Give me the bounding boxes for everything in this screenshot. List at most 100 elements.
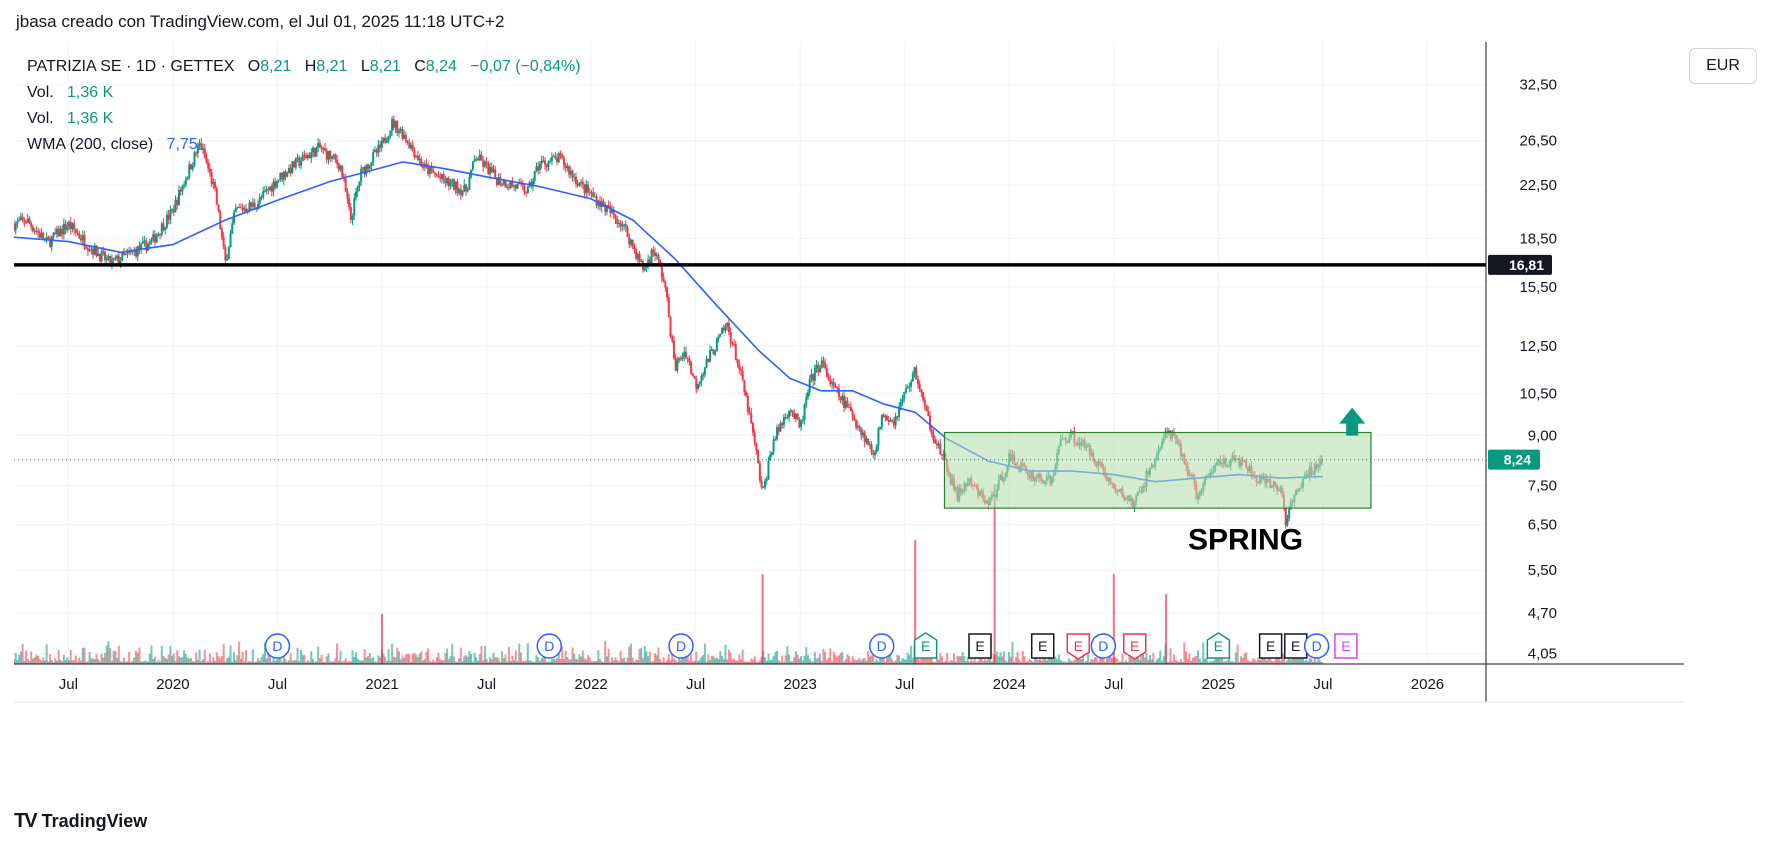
volume-bar [1093, 657, 1096, 664]
time-tick-label: 2024 [993, 676, 1026, 693]
volume-bar [562, 658, 565, 664]
candle-body [220, 229, 223, 238]
tradingview-logo[interactable]: TV TradingView [14, 810, 147, 833]
volume-bar [851, 656, 854, 664]
volume-bar [990, 661, 993, 664]
volume-bar [537, 657, 540, 664]
event-marker-dividend[interactable]: D [264, 633, 291, 659]
candle-body [513, 185, 516, 187]
candle-body [222, 237, 225, 247]
volume-bar [501, 651, 504, 664]
volume-bar [1310, 658, 1313, 664]
candle-body [872, 453, 875, 455]
volume-bar [614, 657, 617, 664]
volume-bar [800, 656, 803, 664]
volume-bar [872, 654, 875, 664]
event-marker-earnings[interactable]: E [1030, 633, 1055, 659]
volume-bar [411, 654, 414, 664]
event-marker-earnings-up[interactable]: E [1206, 632, 1231, 659]
volume-bar [593, 661, 596, 664]
candle-body [57, 228, 60, 237]
volume-bar [50, 660, 53, 664]
volume-bar [389, 660, 392, 664]
candle-body [447, 178, 450, 187]
volume-bar [1011, 641, 1014, 664]
event-marker-earnings[interactable]: E [1258, 633, 1283, 659]
currency-button[interactable]: EUR [1689, 48, 1757, 84]
volume-bar [805, 647, 808, 664]
candle-body [272, 181, 275, 192]
volume-bar [122, 657, 125, 664]
event-marker-earnings-down[interactable]: E [1122, 633, 1147, 660]
volume-bar [538, 660, 541, 664]
volume-bar [545, 661, 548, 664]
candle-body [289, 168, 292, 173]
volume-bar [989, 658, 992, 664]
candle-body [731, 342, 734, 345]
volume-bar [401, 655, 404, 664]
volume-bar [373, 661, 376, 664]
candle-body [191, 165, 194, 170]
earnings-label: E [1291, 638, 1300, 654]
volume-bar [707, 654, 710, 664]
candle-body [313, 147, 316, 157]
volume-bar [318, 658, 321, 664]
earnings-label: E [1341, 638, 1350, 654]
volume-bar [1284, 661, 1287, 664]
volume-bar [492, 652, 495, 664]
volume-bar [1236, 644, 1239, 664]
candle-body [647, 259, 650, 265]
candle-body [903, 392, 906, 400]
candle-body [557, 153, 560, 163]
candle-body [471, 161, 474, 170]
candle-body [633, 245, 636, 250]
volume-bar [894, 660, 897, 664]
event-marker-earnings-down[interactable]: E [1066, 633, 1091, 660]
volume-bar [652, 660, 655, 664]
volume-bar [447, 658, 450, 664]
candle-body [616, 218, 619, 224]
volume-bar [1238, 661, 1241, 664]
event-marker-earnings-future[interactable]: E [1334, 633, 1358, 659]
volume-bar [33, 657, 36, 664]
event-marker-dividend[interactable]: D [536, 633, 563, 659]
volume-bar [461, 661, 464, 664]
candle-body [83, 235, 86, 247]
wma-row[interactable]: WMA (200, close) 7,75 [27, 132, 581, 158]
event-marker-dividend[interactable]: D [1303, 633, 1330, 659]
event-marker-earnings[interactable]: E [968, 633, 992, 659]
event-marker-dividend[interactable]: D [1090, 633, 1117, 659]
volume-bar [38, 659, 41, 664]
event-marker-dividend[interactable]: D [668, 633, 694, 659]
volume-bar [975, 661, 978, 664]
candle-body [14, 223, 17, 231]
volume-bar [171, 655, 174, 664]
volume-row-1[interactable]: Vol. 1,36 K [27, 80, 581, 106]
volume-bar [126, 661, 129, 664]
volume-bar [640, 647, 643, 664]
volume-bar [808, 658, 811, 664]
volume-bar [1286, 659, 1289, 664]
event-marker-earnings[interactable]: E [1283, 633, 1308, 659]
candle-body [910, 381, 913, 387]
price-tick-label: 5,50 [1528, 562, 1557, 579]
volume-bar [200, 661, 203, 664]
candle-body [184, 179, 187, 185]
volume-bar [1308, 657, 1311, 664]
volume-bar [513, 660, 516, 664]
volume-bar [480, 646, 483, 664]
symbol-label[interactable]: PATRIZIA SE · 1D · GETTEX [27, 58, 235, 75]
candle-body [860, 427, 863, 436]
event-marker-dividend[interactable]: D [868, 633, 895, 659]
volume-bar [904, 659, 907, 664]
candle-body [841, 395, 844, 401]
volume-bar [571, 647, 574, 664]
candle-body [674, 357, 677, 371]
volume-row-2[interactable]: Vol. 1,36 K [27, 106, 581, 132]
volume-bar [205, 661, 208, 664]
event-marker-earnings-up[interactable]: E [913, 632, 938, 659]
volume-bar [64, 659, 67, 664]
candle-body [430, 166, 433, 171]
